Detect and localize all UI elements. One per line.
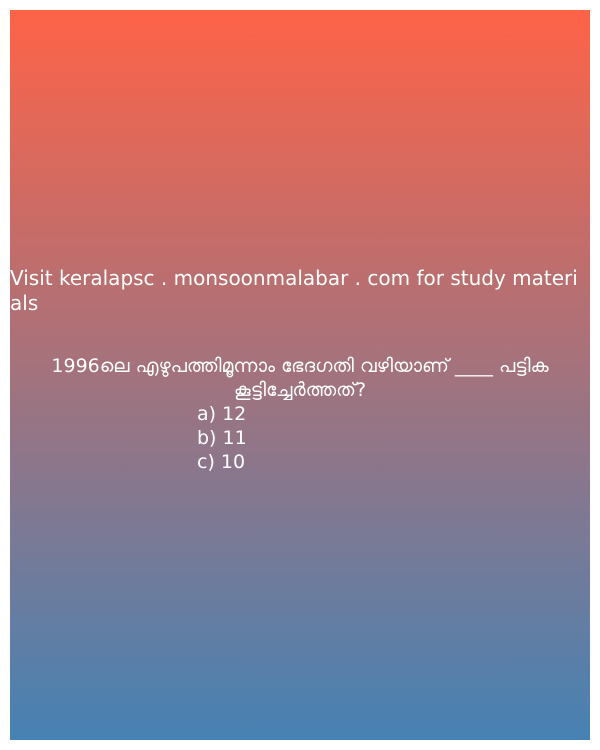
promo-text: Visit keralapsc . monsoonmalabar . com f… xyxy=(10,266,578,315)
option-a: a) 12 xyxy=(197,403,247,425)
option-b: b) 11 xyxy=(197,427,247,449)
options-list: a) 12 b) 11 c) 10 xyxy=(10,402,590,474)
question-card: Visit keralapsc . monsoonmalabar . com f… xyxy=(10,10,590,740)
question-block: 1996ലെ എഴുപത്തിമൂന്നാം ഭേദഗതി വഴിയാണ് __… xyxy=(10,354,590,474)
question-text: 1996ലെ എഴുപത്തിമൂന്നാം ഭേദഗതി വഴിയാണ് __… xyxy=(51,355,549,401)
option-c: c) 10 xyxy=(197,451,246,473)
